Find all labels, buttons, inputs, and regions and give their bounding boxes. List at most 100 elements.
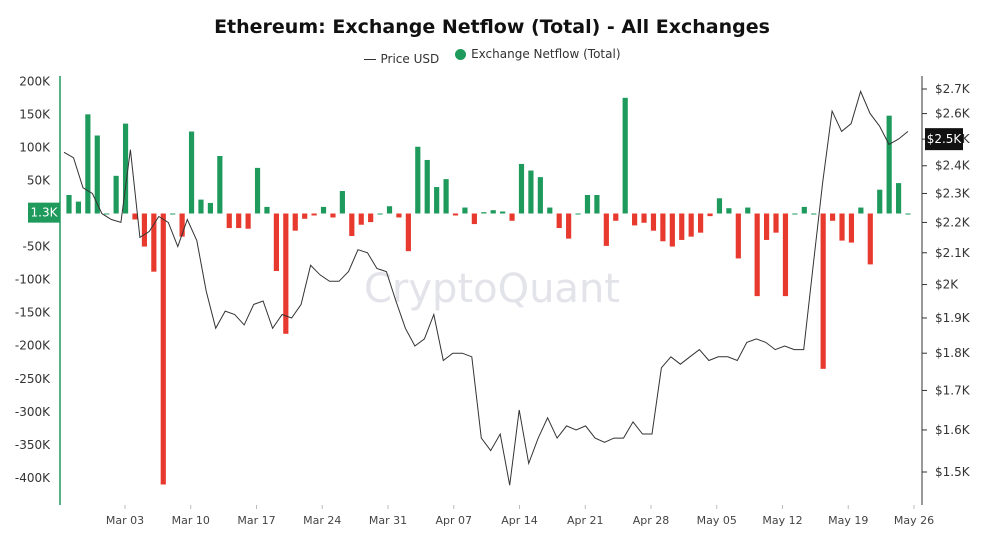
netflow-bar[interactable]: [500, 211, 506, 214]
netflow-bar[interactable]: [198, 199, 204, 214]
netflow-bar[interactable]: [245, 213, 251, 229]
netflow-bar[interactable]: [471, 213, 477, 225]
netflow-bar[interactable]: [839, 213, 845, 241]
netflow-bar[interactable]: [377, 213, 383, 215]
netflow-bar[interactable]: [716, 198, 723, 214]
legend-item-price[interactable]: Price USD: [363, 52, 439, 66]
netflow-bar[interactable]: [820, 213, 826, 369]
netflow-bar[interactable]: [254, 167, 261, 214]
netflow-bar[interactable]: [349, 213, 355, 236]
netflow-bar[interactable]: [622, 97, 628, 214]
price-line[interactable]: [63, 89, 909, 486]
netflow-bar[interactable]: [330, 213, 336, 218]
netflow-bar[interactable]: [547, 207, 553, 214]
netflow-bar[interactable]: [829, 213, 836, 221]
netflow-bar[interactable]: [226, 213, 232, 229]
netflow-bar[interactable]: [424, 159, 430, 214]
netflow-bar[interactable]: [811, 213, 817, 215]
netflow-bar[interactable]: [104, 213, 110, 215]
netflow-bar[interactable]: [905, 213, 911, 215]
netflow-bar[interactable]: [132, 213, 138, 220]
netflow-bar[interactable]: [434, 187, 440, 214]
netflow-bar[interactable]: [632, 213, 638, 226]
netflow-bar[interactable]: [877, 189, 883, 214]
netflow-bar[interactable]: [85, 114, 91, 214]
netflow-bar[interactable]: [792, 213, 798, 215]
netflow-bar[interactable]: [490, 210, 496, 214]
netflow-bar[interactable]: [594, 194, 600, 214]
netflow-bar[interactable]: [782, 213, 789, 297]
netflow-bar[interactable]: [141, 213, 148, 247]
netflow-bar[interactable]: [886, 115, 892, 214]
netflow-bar[interactable]: [396, 213, 402, 218]
netflow-bar[interactable]: [236, 213, 242, 229]
netflow-bar[interactable]: [650, 213, 657, 231]
netflow-bar[interactable]: [481, 212, 487, 214]
netflow-bar[interactable]: [311, 213, 317, 216]
netflow-bar[interactable]: [688, 213, 694, 237]
netflow-bar[interactable]: [867, 213, 873, 265]
netflow-bar[interactable]: [773, 213, 779, 233]
netflow-bar[interactable]: [745, 207, 751, 214]
netflow-bar[interactable]: [94, 135, 100, 214]
netflow-bar[interactable]: [707, 213, 713, 217]
netflow-bar[interactable]: [113, 175, 119, 214]
netflow-bar[interactable]: [669, 213, 675, 247]
x-tick-label: Mar 24: [303, 514, 341, 527]
netflow-bar[interactable]: [66, 194, 72, 214]
netflow-bar[interactable]: [566, 213, 572, 239]
netflow-bar[interactable]: [302, 213, 308, 219]
netflow-bar[interactable]: [462, 207, 468, 214]
current-price-flag: [925, 128, 963, 151]
netflow-bar[interactable]: [556, 213, 562, 229]
netflow-bar[interactable]: [726, 208, 732, 214]
netflow-bar[interactable]: [848, 213, 855, 243]
netflow-bar[interactable]: [217, 155, 223, 214]
netflow-bar[interactable]: [358, 213, 364, 225]
netflow-bar[interactable]: [160, 213, 166, 485]
y-left-tick-label: -200K: [15, 339, 51, 353]
netflow-bar[interactable]: [603, 213, 609, 246]
netflow-bar[interactable]: [509, 213, 515, 221]
netflow-bar[interactable]: [660, 213, 666, 242]
netflow-bar[interactable]: [613, 213, 619, 221]
netflow-bar[interactable]: [122, 123, 129, 214]
netflow-bar[interactable]: [207, 202, 213, 214]
netflow-bar[interactable]: [641, 213, 647, 223]
netflow-bar[interactable]: [368, 213, 374, 223]
netflow-bar[interactable]: [528, 170, 534, 214]
netflow-bar[interactable]: [452, 213, 459, 216]
netflow-bar[interactable]: [273, 213, 279, 272]
legend-item-netflow[interactable]: Exchange Netflow (Total): [455, 47, 621, 61]
netflow-bar[interactable]: [764, 213, 770, 240]
netflow-bar[interactable]: [283, 213, 289, 334]
netflow-bar[interactable]: [584, 194, 591, 214]
netflow-bar[interactable]: [292, 213, 298, 231]
y-right-tick-label: $2.7K: [935, 82, 971, 96]
x-tick-label: Apr 14: [501, 514, 538, 527]
netflow-bar[interactable]: [415, 146, 421, 214]
netflow-bar[interactable]: [179, 213, 185, 237]
netflow-bar[interactable]: [75, 201, 82, 214]
netflow-bar[interactable]: [264, 206, 270, 214]
netflow-bar[interactable]: [443, 179, 449, 214]
y-left-tick-label: 200K: [19, 74, 51, 88]
netflow-bar[interactable]: [679, 213, 685, 240]
netflow-bar[interactable]: [170, 213, 176, 215]
netflow-bar[interactable]: [858, 207, 864, 214]
netflow-bar[interactable]: [801, 206, 807, 214]
netflow-bar[interactable]: [518, 163, 525, 214]
netflow-bar[interactable]: [339, 191, 345, 214]
netflow-bar[interactable]: [151, 213, 157, 272]
netflow-bar[interactable]: [537, 177, 543, 214]
netflow-bar[interactable]: [735, 213, 741, 259]
netflow-bar[interactable]: [188, 131, 195, 214]
netflow-bar[interactable]: [754, 213, 760, 297]
netflow-bar[interactable]: [386, 206, 393, 214]
netflow-bar[interactable]: [895, 183, 902, 214]
netflow-bar[interactable]: [405, 213, 411, 252]
netflow-bar[interactable]: [698, 213, 704, 233]
netflow-bar[interactable]: [320, 206, 327, 214]
netflow-bar[interactable]: [575, 213, 581, 215]
